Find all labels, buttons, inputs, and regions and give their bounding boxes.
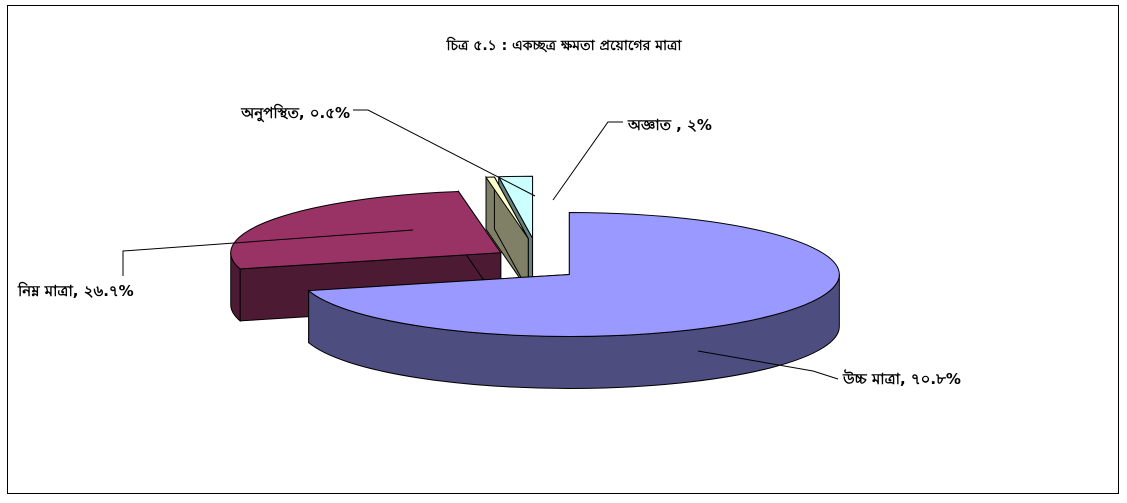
leader-line-2 [353,109,536,197]
pie-slice-2 [485,175,529,293]
slice-top-2 [485,176,529,239]
pie-slices [230,175,840,389]
pie-chart: উচ্চ মাত্রা, ৭০.৮% নিম্ন মাত্রা, ২৬.৭% অনু… [17,103,961,389]
data-label-2: অনুপস্থিত, ০.৫% [240,103,350,122]
slice-top-0 [307,211,840,337]
chart-frame: চিত্র ৫.১ : একচ্ছত্র ক্ষমতা প্রয়োগের মা… [7,5,1119,494]
data-label-3: অজ্ঞাত , ২% [627,116,712,134]
leader-line-0 [697,350,839,380]
slice-top-1 [230,190,502,270]
leader-line-3 [552,121,623,201]
chart-title: চিত্র ৫.১ : একচ্ছত্র ক্ষমতা প্রয়োগের মা… [446,38,682,54]
leader-line-1 [122,229,414,276]
data-label-1: নিম্ন মাত্রা, ২৬.৭% [17,281,134,300]
data-label-0: উচ্চ মাত্রা, ৭০.৮% [842,369,961,388]
pie-slice-0 [307,211,840,389]
